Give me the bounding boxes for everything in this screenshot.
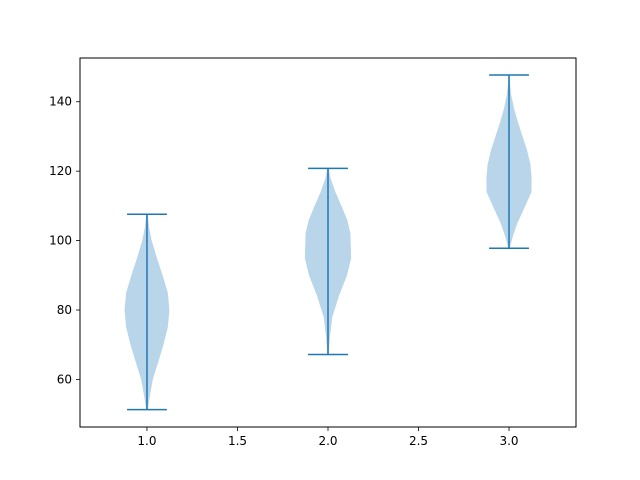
x-tick-label: 1.0 — [137, 434, 156, 448]
x-tick-label: 1.5 — [228, 434, 247, 448]
y-tick-label: 60 — [57, 372, 72, 386]
x-tick-label: 3.0 — [499, 434, 518, 448]
y-tick-label: 80 — [57, 303, 72, 317]
y-axis: 60 80 100 120 140 — [49, 95, 80, 386]
x-tick-label: 2.0 — [318, 434, 337, 448]
x-axis: 1.0 1.5 2.0 2.5 3.0 — [137, 427, 519, 448]
y-tick-label: 120 — [49, 164, 72, 178]
y-tick-label: 100 — [49, 234, 72, 248]
y-tick-label: 140 — [49, 95, 72, 109]
x-tick-label: 2.5 — [409, 434, 428, 448]
violins-layer — [124, 74, 532, 411]
